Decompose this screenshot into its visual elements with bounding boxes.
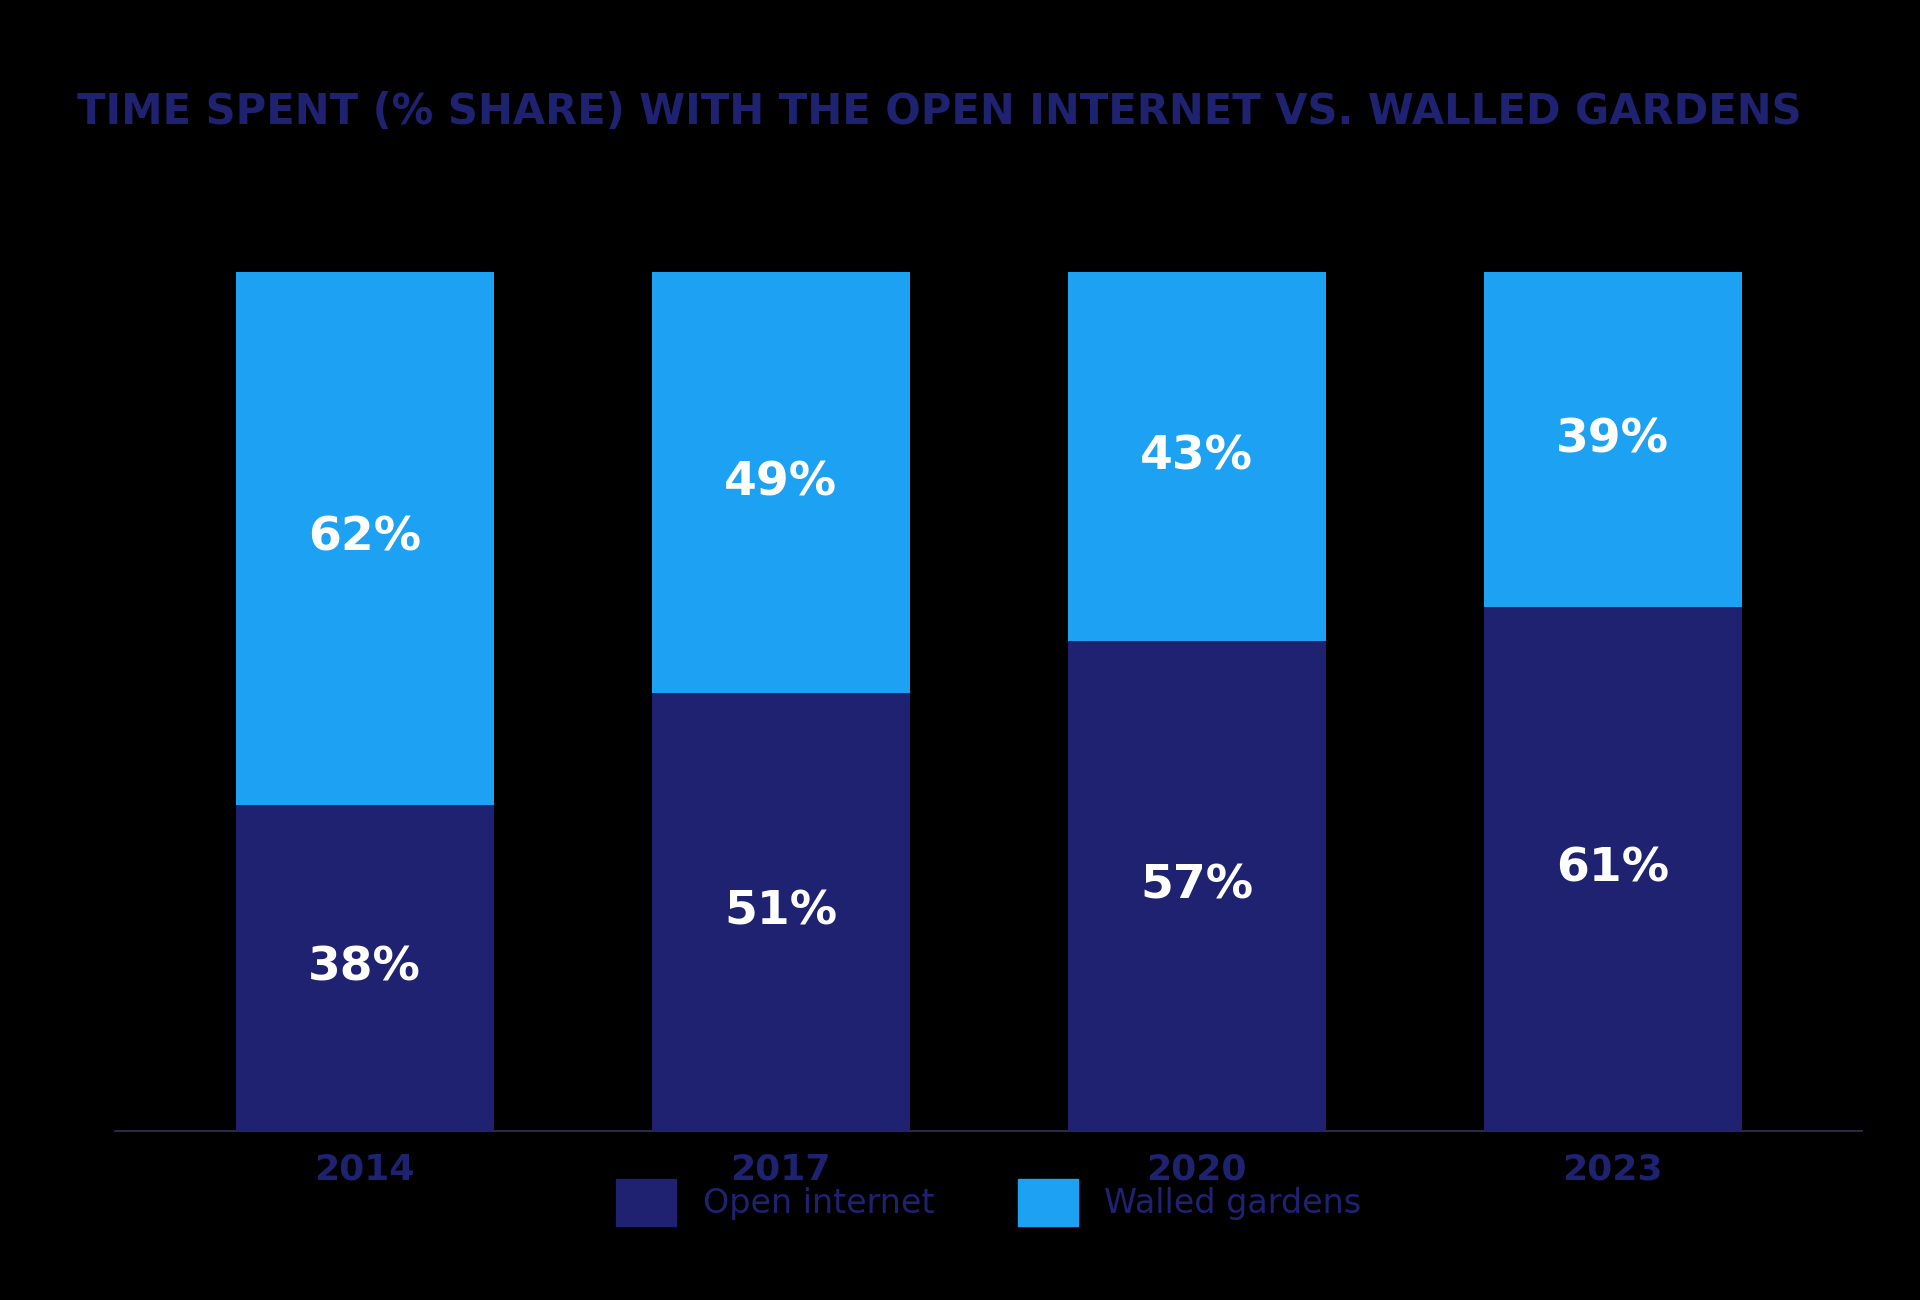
Text: 43%: 43%	[1140, 434, 1254, 480]
Bar	[236, 805, 493, 1131]
Legend: Open internet, Walled gardens: Open internet, Walled gardens	[603, 1166, 1375, 1239]
Bar	[1068, 641, 1325, 1131]
Bar	[236, 272, 493, 805]
Bar	[651, 693, 910, 1131]
Text: 57%: 57%	[1140, 863, 1254, 909]
Bar	[1484, 607, 1741, 1131]
Text: 51%: 51%	[724, 889, 837, 935]
Text: 62%: 62%	[309, 516, 420, 560]
Bar	[1484, 272, 1741, 607]
Text: TIME SPENT (% SHARE) WITH THE OPEN INTERNET VS. WALLED GARDENS: TIME SPENT (% SHARE) WITH THE OPEN INTER…	[77, 91, 1801, 133]
Text: 61%: 61%	[1557, 846, 1668, 892]
Bar	[651, 272, 910, 693]
Text: 38%: 38%	[309, 945, 420, 991]
Bar	[1068, 272, 1325, 641]
Text: 39%: 39%	[1557, 417, 1668, 462]
Text: 49%: 49%	[724, 460, 837, 504]
